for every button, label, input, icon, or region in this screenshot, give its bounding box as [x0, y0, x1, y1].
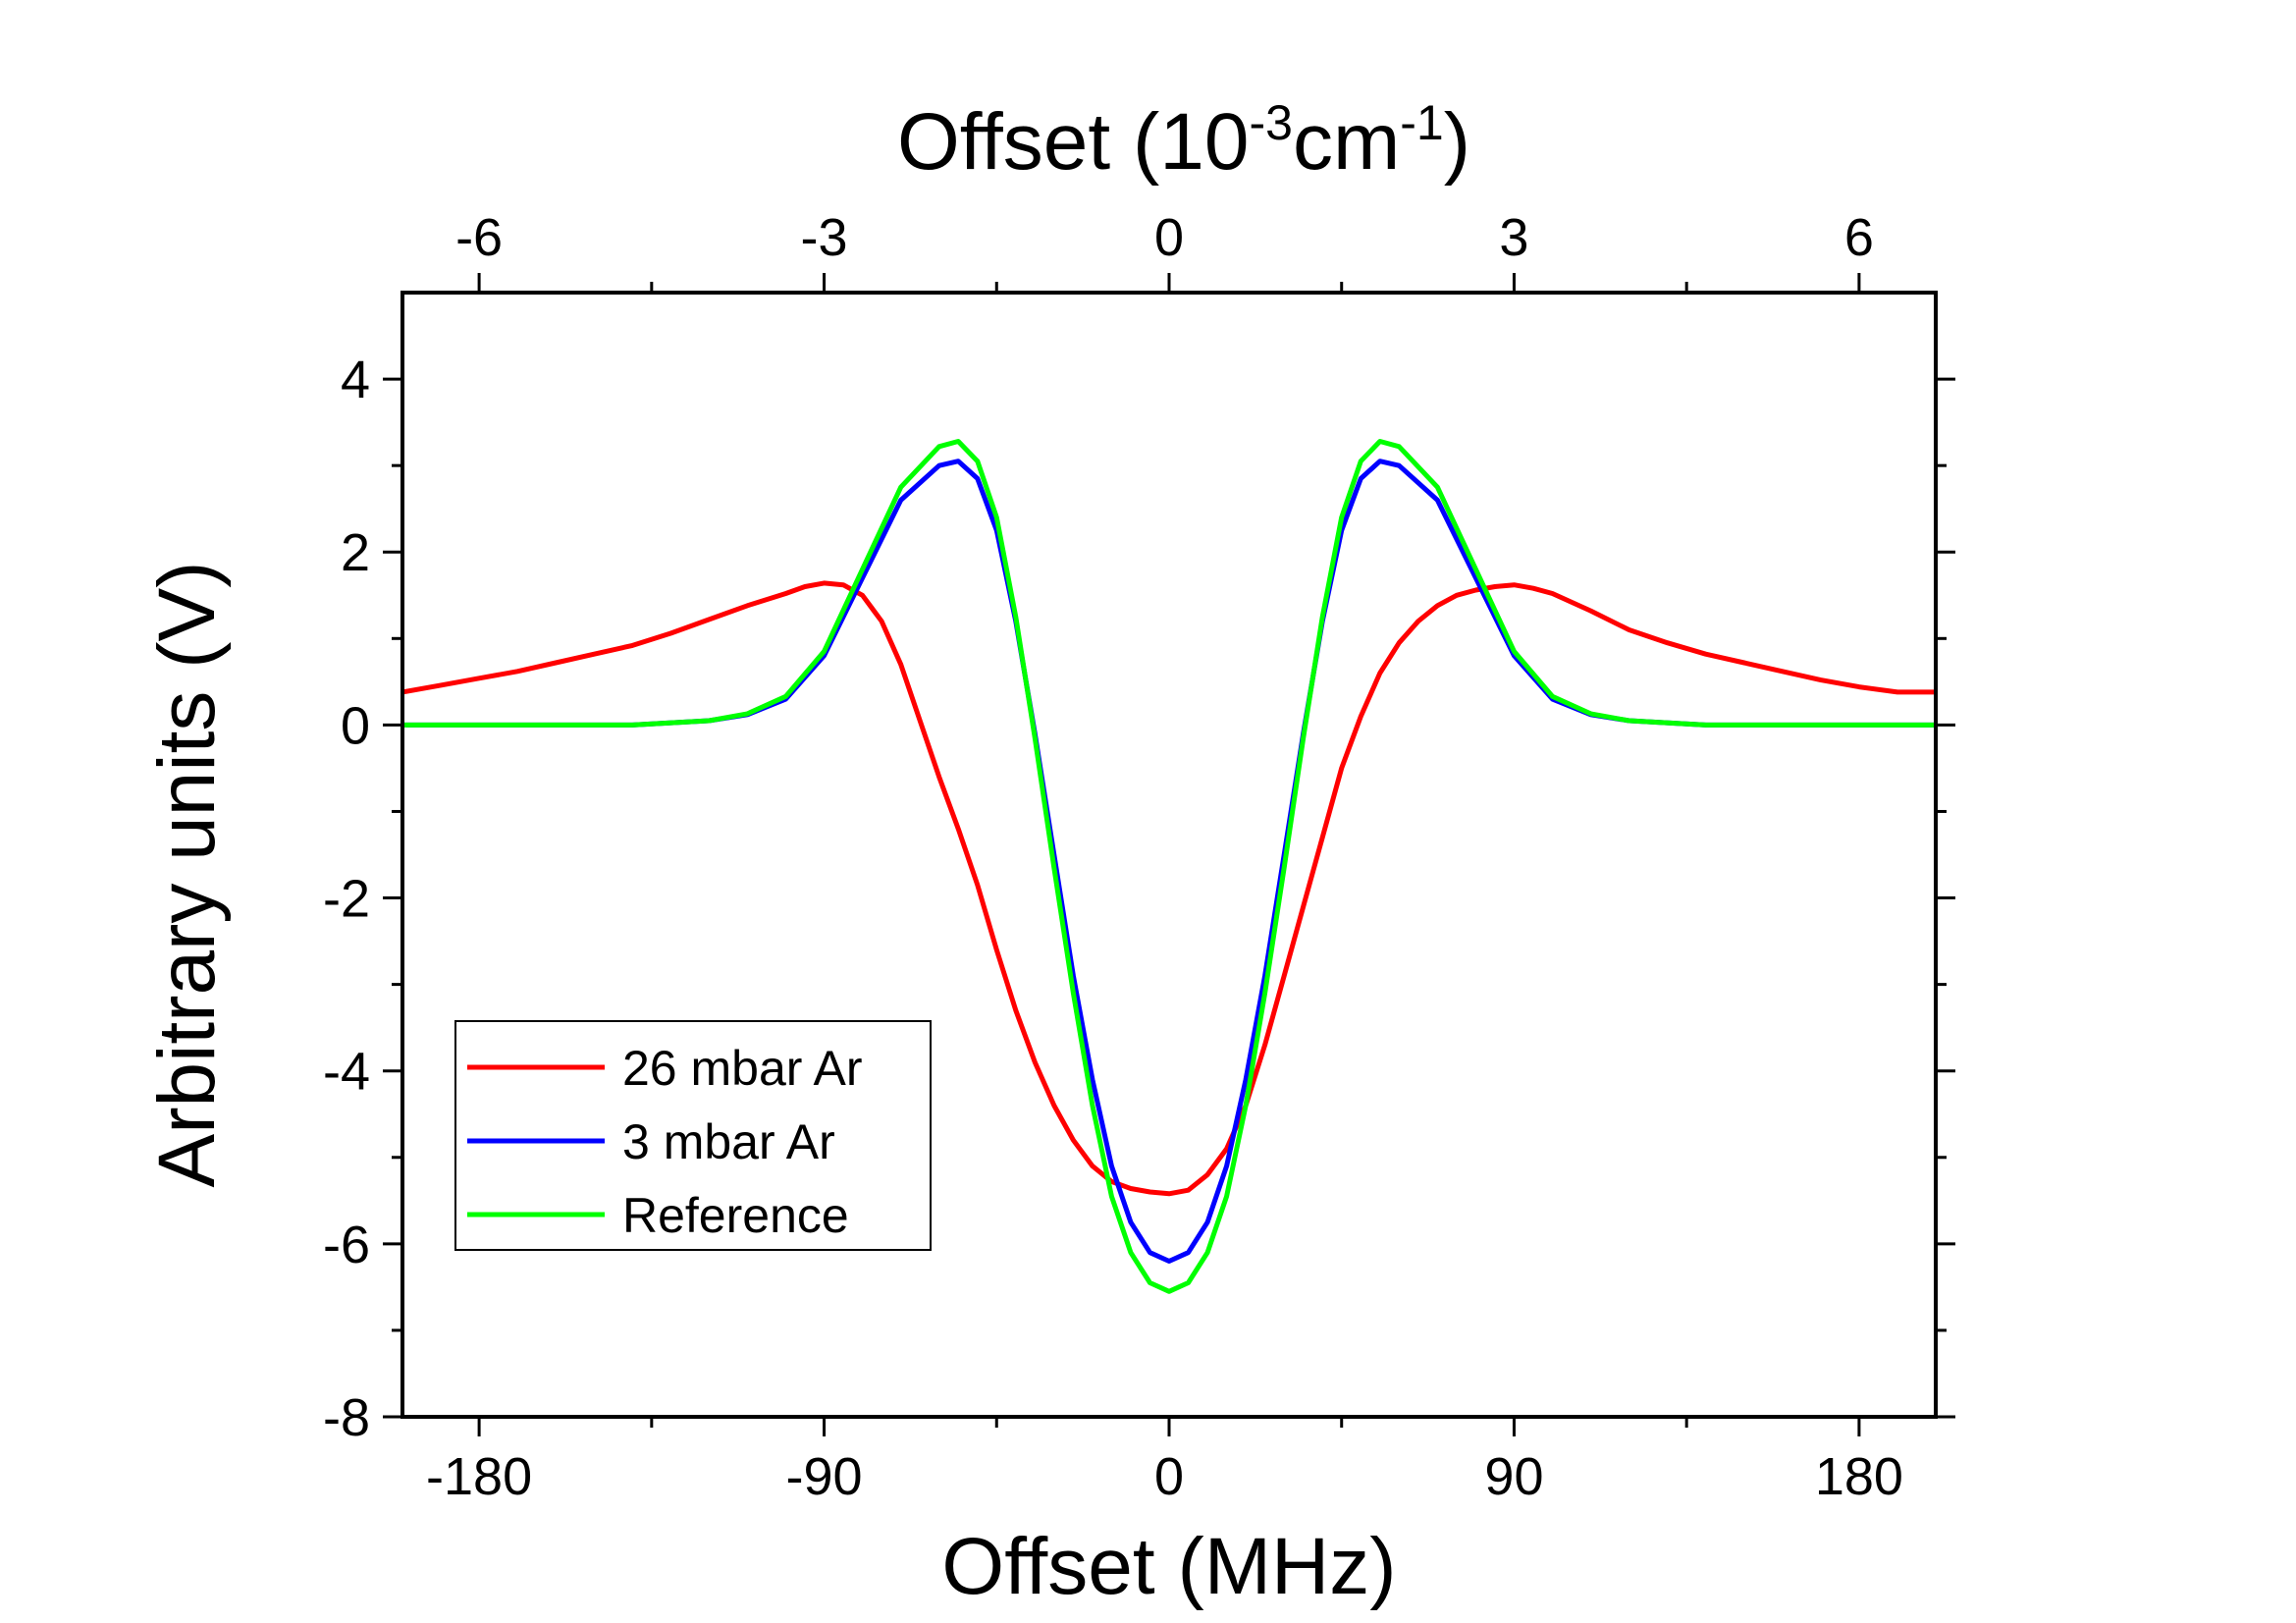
- y-tick-label: -6: [323, 1216, 370, 1274]
- axis-ticks: -180 -90 0 90 180 -6 -3 0 3 6 -8 -6 -4 -2 0 2 4: [323, 208, 1955, 1506]
- top-title-base: Offset (10: [897, 97, 1250, 187]
- top-x-tick-label: -3: [801, 208, 848, 267]
- top-x-tick-label: 6: [1844, 208, 1874, 267]
- x-tick-label: -90: [786, 1447, 863, 1506]
- top-title-close: ): [1444, 97, 1470, 187]
- top-title-exponent-1: -3: [1250, 95, 1293, 150]
- legend-box: [454, 1020, 932, 1251]
- series-line-1: [402, 580, 1936, 1197]
- top-title-unit: cm: [1293, 97, 1400, 187]
- x-tick-label: 180: [1815, 1447, 1903, 1506]
- y-tick-label: 2: [341, 523, 370, 582]
- top-x-tick-label: 3: [1499, 208, 1528, 267]
- legend-label-3: Reference: [622, 1188, 849, 1243]
- legend-label-2: 3 mbar Ar: [622, 1114, 835, 1169]
- x-tick-label: 0: [1154, 1447, 1184, 1506]
- y-tick-label: 0: [341, 696, 370, 755]
- top-x-axis-title: Offset (10-3cm-1): [897, 95, 1470, 187]
- top-title-exponent-2: -1: [1400, 95, 1443, 150]
- legend: 26 mbar Ar 3 mbar Ar Reference: [454, 1020, 932, 1251]
- y-tick-label: -8: [323, 1388, 370, 1447]
- series-lines: [402, 439, 1936, 1294]
- legend-label-1: 26 mbar Ar: [622, 1041, 863, 1096]
- series-line-3: [402, 439, 1936, 1294]
- x-tick-label: -180: [426, 1447, 532, 1506]
- x-tick-label: 90: [1484, 1447, 1543, 1506]
- y-axis-title: Arbitrary units (V): [142, 562, 232, 1188]
- y-tick-label: 4: [341, 351, 370, 409]
- top-x-tick-label: 0: [1154, 208, 1184, 267]
- x-axis-title: Offset (MHz): [941, 1522, 1396, 1611]
- y-tick-label: -4: [323, 1043, 370, 1102]
- series-line-2: [402, 459, 1936, 1264]
- top-x-tick-label: -6: [455, 208, 503, 267]
- y-tick-label: -2: [323, 870, 370, 929]
